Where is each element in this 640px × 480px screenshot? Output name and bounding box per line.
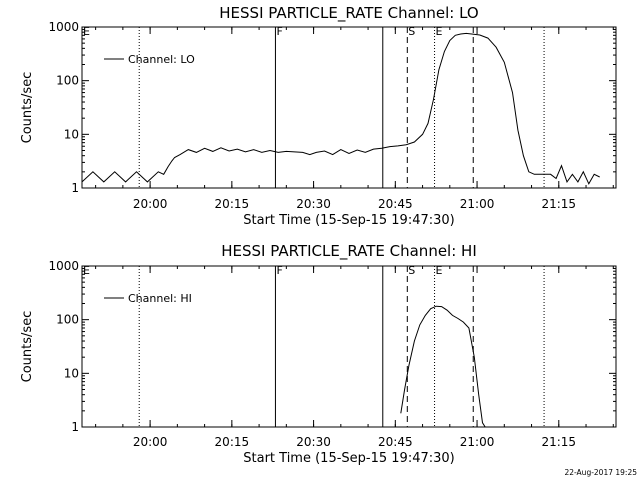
y-tick-label: 10 xyxy=(64,366,79,380)
x-tick-label: 20:00 xyxy=(133,435,168,449)
footer-timestamp: 22-Aug-2017 19:25 xyxy=(564,468,637,477)
x-axis-label: Start Time (15-Sep-15 19:47:30) xyxy=(243,213,454,228)
x-tick-label: 21:15 xyxy=(541,435,576,449)
corner-mark: E xyxy=(83,25,90,38)
x-tick-label: 20:45 xyxy=(378,197,413,211)
x-tick-label: 20:15 xyxy=(215,435,250,449)
chart-panel-2: HESSI PARTICLE_RATE Channel: HI Counts/se… xyxy=(20,242,617,466)
y-tick-label: 10 xyxy=(64,127,79,141)
marker-label-f: F xyxy=(276,25,282,38)
plot-frame xyxy=(81,265,617,428)
y-axis-label: Counts/sec xyxy=(20,311,35,383)
series-line xyxy=(400,305,486,428)
y-axis-label: Counts/sec xyxy=(20,72,35,144)
chart-title: HESSI PARTICLE_RATE Channel: LO xyxy=(219,4,478,23)
chart-panel-1: HESSI PARTICLE_RATE Channel: LO Counts/se… xyxy=(20,4,617,228)
y-tick-label: 1 xyxy=(71,420,79,434)
legend-label: Channel: LO xyxy=(128,53,195,66)
x-tick-label: 21:15 xyxy=(541,197,576,211)
panels: HESSI PARTICLE_RATE Channel: LO Counts/se… xyxy=(20,4,617,466)
marker-label-e: E xyxy=(436,264,443,277)
corner-mark: E xyxy=(83,264,90,277)
x-tick-label: 20:30 xyxy=(296,435,331,449)
x-axis-label: Start Time (15-Sep-15 19:47:30) xyxy=(243,451,454,466)
y-tick-label: 100 xyxy=(56,74,79,88)
x-tick-label: 20:45 xyxy=(378,435,413,449)
chart-title: HESSI PARTICLE_RATE Channel: HI xyxy=(221,242,477,261)
x-tick-label: 20:00 xyxy=(133,197,168,211)
y-tick-label: 1 xyxy=(71,181,79,195)
y-tick-label: 100 xyxy=(56,313,79,327)
x-tick-label: 20:15 xyxy=(215,197,250,211)
marker-label-s: S xyxy=(408,25,415,38)
plot-frame xyxy=(81,26,617,189)
marker-label-s: S xyxy=(408,264,415,277)
x-tick-label: 21:00 xyxy=(460,197,495,211)
x-tick-label: 20:30 xyxy=(296,197,331,211)
series-line xyxy=(81,32,600,185)
x-tick-label: 21:00 xyxy=(460,435,495,449)
marker-label-e: E xyxy=(436,25,443,38)
marker-label-f: F xyxy=(276,264,282,277)
legend-label: Channel: HI xyxy=(128,292,192,305)
y-tick-label: 1000 xyxy=(48,259,79,273)
y-tick-label: 1000 xyxy=(48,20,79,34)
